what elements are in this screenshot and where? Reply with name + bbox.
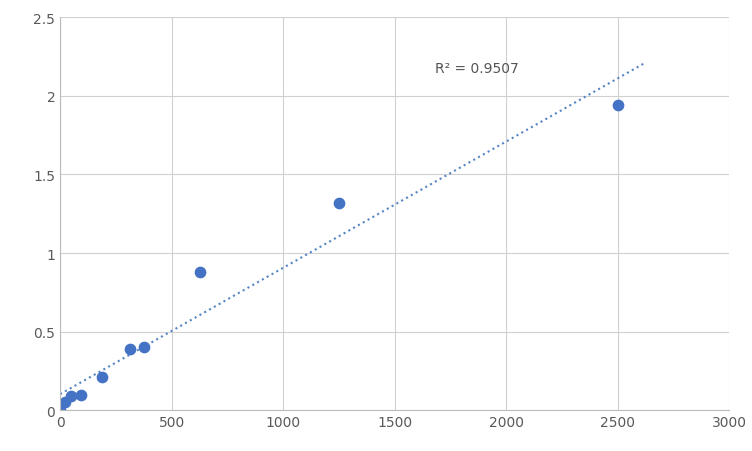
- Point: [65, 393, 77, 400]
- Point: [333, 200, 345, 207]
- Point: [138, 344, 150, 351]
- Point: [124, 345, 136, 353]
- Point: [96, 374, 108, 381]
- Point: [54, 407, 66, 414]
- Text: R² = 0.9507: R² = 0.9507: [435, 62, 519, 76]
- Point: [59, 399, 71, 406]
- Point: [75, 391, 87, 398]
- Point: [612, 102, 624, 110]
- Point: [193, 269, 205, 276]
